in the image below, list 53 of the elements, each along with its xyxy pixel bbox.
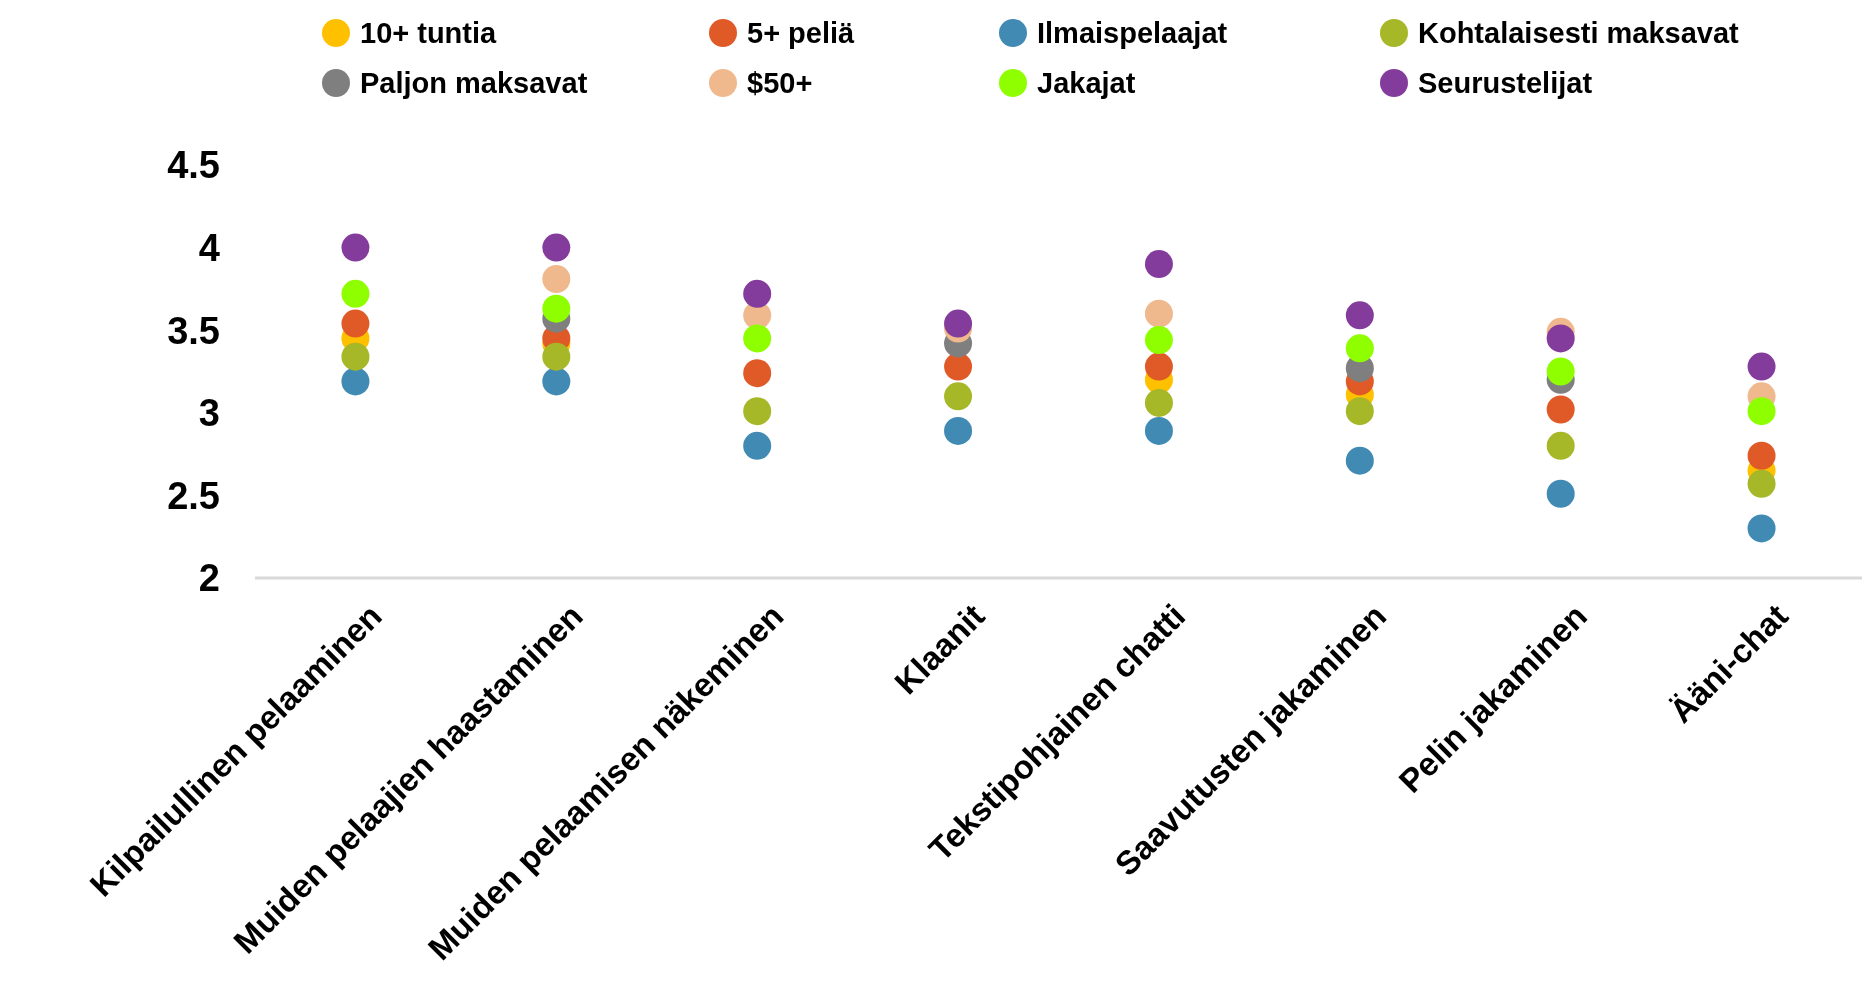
point (341, 279, 370, 308)
point (341, 233, 370, 262)
point (1345, 397, 1374, 426)
point (743, 279, 772, 308)
point (341, 309, 370, 338)
point (542, 294, 571, 323)
point (1747, 441, 1776, 470)
point (743, 359, 772, 388)
y-tick-label: 4.5 (167, 144, 220, 187)
point (1345, 446, 1374, 475)
y-tick-label: 2.5 (167, 474, 220, 517)
legend-label: Paljon maksavat (360, 67, 588, 100)
point (1546, 431, 1575, 460)
point (1144, 352, 1173, 381)
legend-label: Ilmaispelaajat (1037, 17, 1228, 50)
point (743, 324, 772, 353)
point (542, 342, 571, 371)
legend-label: $50+ (747, 67, 813, 100)
y-tick-label: 3.5 (167, 309, 220, 352)
point (1546, 357, 1575, 386)
point (1144, 326, 1173, 355)
point (1546, 324, 1575, 353)
point (1747, 352, 1776, 381)
point (1546, 395, 1575, 424)
legend-label: 10+ tuntia (360, 17, 498, 50)
point (743, 397, 772, 426)
point (1747, 397, 1776, 426)
legend-label: 5+ peliä (747, 17, 856, 50)
point (1144, 416, 1173, 445)
point (542, 264, 571, 293)
point (944, 416, 973, 445)
point (1345, 301, 1374, 330)
y-tick-label: 3 (198, 392, 220, 435)
point (1345, 334, 1374, 363)
y-tick-label: 4 (198, 226, 220, 269)
point (1144, 388, 1173, 417)
point (341, 342, 370, 371)
legend-label: Jakajat (1037, 67, 1136, 100)
point (542, 233, 571, 262)
legend-label: Seurustelijat (1418, 67, 1593, 100)
point (341, 367, 370, 396)
y-tick-label: 2 (198, 557, 220, 600)
point (944, 309, 973, 338)
point (1747, 514, 1776, 543)
point (944, 352, 973, 381)
point (1546, 479, 1575, 508)
legend-label: Kohtalaisesti maksavat (1418, 17, 1740, 50)
point (1144, 250, 1173, 279)
point (1747, 469, 1776, 498)
point (743, 431, 772, 460)
point (1144, 299, 1173, 328)
point (542, 367, 571, 396)
point (944, 382, 973, 411)
